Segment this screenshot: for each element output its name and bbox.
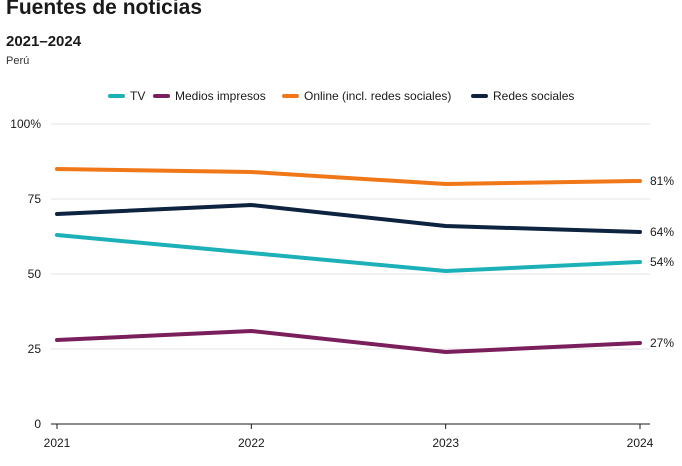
chart-region-note: Perú xyxy=(6,55,30,67)
x-tick-label: 2022 xyxy=(238,436,265,450)
legend-swatch-online xyxy=(282,94,299,98)
legend-swatch-tv xyxy=(108,94,125,98)
legend-label-tv: TV xyxy=(130,89,146,103)
legend-item-online: Online (incl. redes sociales) xyxy=(282,88,451,104)
series-end-label: 81% xyxy=(650,174,674,188)
chart-legend: TV Medios impresos Online (incl. redes s… xyxy=(0,88,682,104)
legend-item-medios-impresos: Medios impresos xyxy=(153,88,266,104)
y-tick-label: 75 xyxy=(28,192,42,206)
series-line xyxy=(55,329,642,354)
legend-label-medios-impresos: Medios impresos xyxy=(175,89,266,103)
legend-swatch-redes-sociales xyxy=(471,94,488,98)
y-tick-label: 50 xyxy=(28,267,42,281)
legend-swatch-medios-impresos xyxy=(153,94,170,98)
chart-subtitle: 2021–2024 xyxy=(6,33,82,50)
series-end-label: 27% xyxy=(650,336,674,350)
series-end-label: 64% xyxy=(650,225,674,239)
legend-label-online: Online (incl. redes sociales) xyxy=(304,89,452,103)
legend-item-redes-sociales: Redes sociales xyxy=(471,88,574,104)
y-tick-label: 25 xyxy=(28,342,42,356)
x-tick-label: 2021 xyxy=(44,436,71,450)
legend-label-redes-sociales: Redes sociales xyxy=(493,89,575,103)
x-tick-label: 2024 xyxy=(627,436,654,450)
legend-item-tv: TV xyxy=(108,88,145,104)
series-line xyxy=(55,203,642,234)
x-tick-label: 2023 xyxy=(432,436,459,450)
series-end-label: 54% xyxy=(650,255,674,269)
y-tick-label: 100% xyxy=(10,117,41,131)
series-line xyxy=(55,233,642,273)
chart-title: Fuentes de noticias xyxy=(6,0,203,19)
series-line xyxy=(55,167,642,186)
y-tick-label: 0 xyxy=(34,417,41,431)
